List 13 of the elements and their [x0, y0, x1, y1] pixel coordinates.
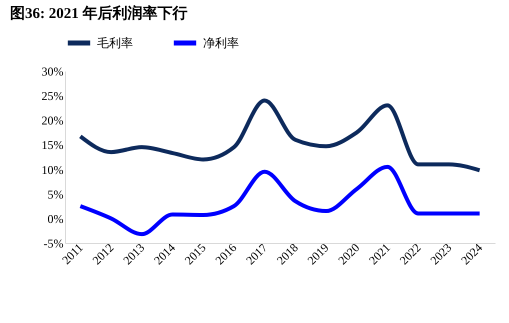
chart-title: 图36: 2021 年后利润率下行: [10, 4, 188, 22]
legend-label: 毛利率: [97, 36, 133, 50]
y-tick-label: -5%: [44, 236, 64, 250]
y-tick-label: 5%: [48, 187, 64, 202]
line-series: [78, 98, 482, 172]
y-tick-label: 10%: [42, 162, 64, 177]
legend-label: 净利率: [203, 36, 239, 50]
y-tick-label: 15%: [42, 138, 64, 152]
y-tick-label: 0%: [48, 212, 64, 226]
y-tick-label: 25%: [42, 89, 64, 104]
line-series: [78, 164, 482, 236]
y-tick-label: 20%: [42, 114, 64, 128]
y-tick-label: 30%: [42, 64, 64, 78]
